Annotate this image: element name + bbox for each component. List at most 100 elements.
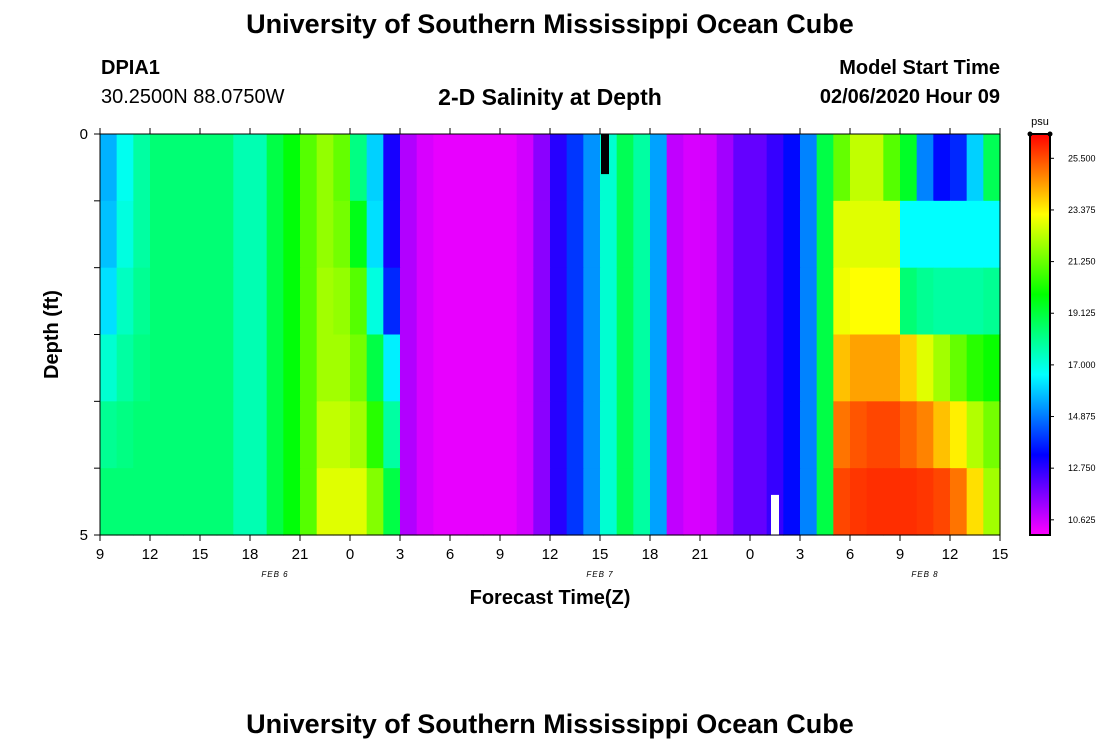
heatmap-cell [116, 267, 134, 336]
heatmap-cell [816, 200, 834, 269]
heatmap-cell [266, 134, 284, 202]
heatmap-cell [633, 334, 651, 402]
heatmap-cell [800, 200, 818, 269]
heatmap-cell [583, 200, 601, 269]
heatmap-cell [266, 267, 284, 336]
x-tick-label: 6 [846, 546, 854, 563]
colorbar: psu 25.500 23.375 21.250 19.125 17.000 14.875 1… [1027, 116, 1096, 536]
heatmap-cell [333, 267, 351, 336]
heatmap-cell [366, 200, 384, 269]
heatmap-cell [983, 468, 1001, 536]
heatmap-cell [450, 334, 468, 402]
heatmap-cell [100, 401, 118, 469]
heatmap-cell [183, 468, 201, 536]
heatmap-cell [133, 134, 151, 202]
heatmap-cell [883, 134, 901, 202]
heatmap-cell [583, 468, 601, 536]
heatmap-cell [683, 134, 701, 202]
heatmap-cell [683, 267, 701, 336]
heatmap-cell [250, 134, 268, 202]
heatmap-cell [966, 200, 984, 269]
heatmap-cell [583, 334, 601, 402]
heatmap-cell [283, 267, 301, 336]
heatmap-cell [450, 267, 468, 336]
heatmap-cell [250, 267, 268, 336]
heatmap-cell [783, 401, 801, 469]
heatmap-cell [333, 334, 351, 402]
heatmap-cell [683, 401, 701, 469]
heatmap-cell [600, 200, 618, 269]
heatmap-cell [483, 200, 501, 269]
heatmap-cell [783, 267, 801, 336]
heatmap-cell [483, 468, 501, 536]
heatmap-cell [200, 267, 218, 336]
heatmap-cell [700, 401, 718, 469]
heatmap-marker [601, 134, 609, 175]
heatmap-cell [533, 200, 551, 269]
x-date-label: FEB 6 [261, 570, 288, 579]
x-tick-label: 0 [346, 546, 354, 563]
heatmap-cell [883, 200, 901, 269]
heatmap-cell [383, 334, 401, 402]
heatmap-cell [483, 334, 501, 402]
heatmap-cell [833, 134, 851, 202]
heatmap-cell [833, 200, 851, 269]
colorbar-scale [1029, 133, 1051, 536]
heatmap-cell [200, 468, 218, 536]
heatmap-cell [716, 267, 734, 336]
heatmap-cell [166, 134, 184, 202]
heatmap-cell [416, 200, 434, 269]
heatmap-cell [366, 468, 384, 536]
heatmap-cell [116, 401, 134, 469]
heatmap-cell [916, 334, 934, 402]
colorbar-corner [1027, 131, 1033, 137]
heatmap-cell [283, 401, 301, 469]
heatmap-cell [966, 401, 984, 469]
heatmap-cell [483, 401, 501, 469]
heatmap-cell [616, 334, 634, 402]
heatmap-cell [816, 134, 834, 202]
heatmap-cell [516, 401, 534, 469]
heatmap-cell [750, 334, 768, 402]
heatmap-cell [500, 267, 518, 336]
heatmap-cell [933, 134, 951, 202]
heatmap-cell [950, 267, 968, 336]
heatmap-cell [166, 200, 184, 269]
heatmap-cell [700, 134, 718, 202]
heatmap-cell [216, 401, 234, 469]
heatmap-cell [800, 334, 818, 402]
colorbar-tick-label: 14.875 [1068, 412, 1096, 422]
heatmap-cell [983, 200, 1001, 269]
heatmap-cell [466, 267, 484, 336]
colorbar-tick-label: 21.250 [1068, 257, 1096, 267]
page-title: University of Southern Mississippi Ocean… [246, 9, 854, 39]
heatmap-cell [433, 468, 451, 536]
heatmap-cell [766, 267, 784, 336]
heatmap-cell [950, 401, 968, 469]
heatmap-cell [333, 468, 351, 536]
heatmap-cell [100, 200, 118, 269]
x-tick-label: 9 [496, 546, 504, 563]
heatmap-cell [150, 468, 168, 536]
heatmap-cell [616, 267, 634, 336]
heatmap-cell [500, 468, 518, 536]
heatmap-cell [283, 200, 301, 269]
heatmap-cell [300, 134, 318, 202]
heatmap-cell [716, 468, 734, 536]
heatmap-cell [116, 334, 134, 402]
heatmap-cell [316, 468, 334, 536]
heatmap-cell [550, 468, 568, 536]
heatmap-cell [566, 401, 584, 469]
heatmap-cell [866, 468, 884, 536]
y-tick-label: 0 [80, 126, 88, 143]
heatmap-cell [750, 200, 768, 269]
colorbar-unit: psu [1031, 116, 1049, 128]
heatmap-cell [450, 468, 468, 536]
heatmap-cell [633, 468, 651, 536]
heatmap-cell [716, 334, 734, 402]
heatmap-cell [466, 134, 484, 202]
heatmap-cell [550, 267, 568, 336]
heatmap-cell [616, 134, 634, 202]
heatmap-cell [116, 468, 134, 536]
